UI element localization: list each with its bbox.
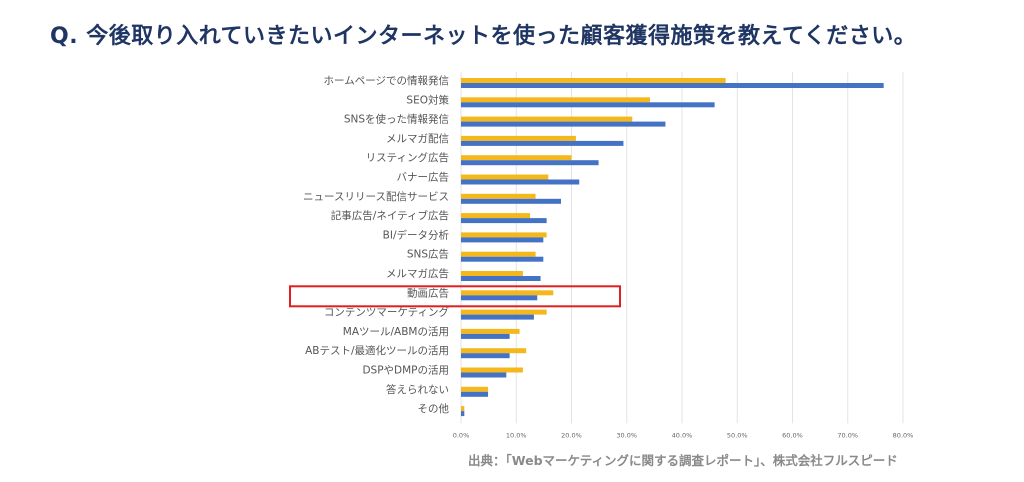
x-tick-label: 20.0% — [561, 431, 582, 439]
bar-yellow — [461, 97, 650, 103]
category-label: その他 — [418, 402, 450, 415]
category-labels: ホームページでの情報発信 SEO対策 SNSを使った情報発信メルマガ配信リスティング… — [303, 74, 449, 415]
x-axis-ticks: 0.0% 10.0% 20.0% 30.0% 40.0% 50.0% 60.0% 70.0% 8… — [453, 431, 914, 439]
bar-yellow — [461, 135, 576, 141]
x-tick-label: 0.0% — [453, 431, 470, 439]
bar-yellow — [461, 328, 520, 334]
category-label: メルマガ広告 — [386, 267, 449, 280]
bar-blue — [461, 276, 541, 281]
category-label: コンテンツマーケティング — [324, 306, 450, 319]
bar-blue — [461, 179, 580, 185]
bar-blue — [461, 160, 599, 166]
bar-yellow — [461, 271, 523, 276]
bar-blue — [461, 256, 544, 262]
question-title: Q. 今後取り入れていきたいインターネットを使った顧客獲得施策を教えてください。 — [50, 24, 917, 49]
bar-yellow — [461, 155, 572, 161]
bar-blue — [461, 121, 666, 127]
bar-yellow — [461, 193, 536, 199]
highlight-box — [289, 285, 621, 308]
bar-yellow — [461, 309, 547, 315]
category-label: バナー広告 — [397, 171, 450, 184]
bar-yellow — [461, 174, 549, 180]
category-label: ニュースリリース配信サービス — [303, 191, 449, 203]
bar-yellow — [461, 290, 554, 296]
x-tick-label: 30.0% — [616, 431, 637, 439]
x-tick-label: 60.0% — [782, 431, 803, 439]
category-label: 記事広告/ネイティブ広告 — [331, 209, 449, 222]
bar-yellow — [461, 386, 489, 392]
category-label: メルマガ配信 — [386, 133, 449, 145]
bar-yellow — [461, 406, 465, 412]
bar-blue — [461, 102, 715, 108]
x-tick-label: 10.0% — [506, 431, 527, 439]
x-tick-label: 80.0% — [893, 431, 914, 439]
category-label: 答えられない — [386, 383, 449, 396]
category-label: ABテスト/最適化ツールの活用 — [305, 344, 449, 357]
bar-blue — [461, 237, 544, 243]
source-note: 出典：「Webマーケティングに関する調査レポート」、株式会社フルスピード — [468, 453, 898, 468]
bar-blue — [461, 391, 489, 397]
category-label: SNSを使った情報発信 — [344, 113, 449, 126]
bar-blue — [461, 295, 538, 301]
bar-yellow — [461, 251, 536, 257]
bar-blue — [461, 411, 465, 417]
category-label: BI/データ分析 — [383, 228, 450, 241]
category-label: ホームページでの情報発信 — [324, 74, 449, 87]
bar-blue — [461, 353, 510, 359]
bar-yellow — [461, 232, 547, 238]
bar-yellow — [461, 367, 523, 373]
bar-blue — [461, 83, 884, 88]
bar-blue — [461, 372, 507, 378]
bars — [461, 78, 884, 417]
grid-lines — [460, 72, 904, 424]
x-tick-label: 70.0% — [837, 431, 858, 439]
bar-blue — [461, 218, 547, 224]
x-tick-label: 40.0% — [672, 431, 693, 439]
category-label: DSPやDMPの活用 — [362, 365, 449, 377]
bar-blue — [461, 333, 510, 339]
bar-yellow — [461, 213, 531, 219]
category-label: SEO対策 — [406, 93, 449, 106]
category-label: 動画広告 — [407, 286, 449, 299]
category-label: リスティング広告 — [366, 151, 449, 164]
bar-blue — [461, 314, 534, 320]
bar-yellow — [461, 116, 633, 122]
bar-yellow — [461, 78, 726, 83]
x-tick-label: 50.0% — [727, 431, 748, 439]
category-label: SNS広告 — [407, 248, 449, 261]
bar-blue — [461, 140, 624, 146]
bar-blue — [461, 198, 562, 204]
category-label: MAツール/ABMの活用 — [343, 326, 449, 338]
bar-yellow — [461, 348, 527, 354]
